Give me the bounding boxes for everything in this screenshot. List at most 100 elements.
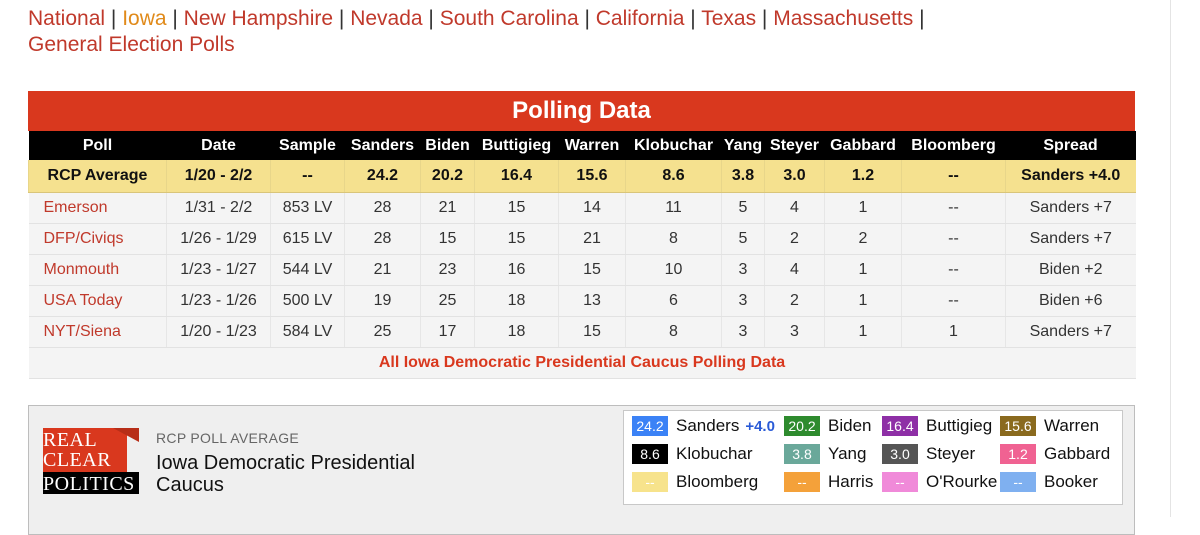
- rcp-average-label: RCP POLL AVERAGE: [156, 430, 300, 446]
- table-cell: 615 LV: [270, 223, 345, 255]
- table-cell: 584 LV: [270, 316, 345, 348]
- state-nav: National | Iowa | New Hampshire | Nevada…: [28, 6, 1028, 58]
- rcp-average-box: REAL CLEAR POLITICS RCP POLL AVERAGE Iow…: [28, 405, 1135, 535]
- table-cell: 15: [474, 223, 559, 255]
- table-row: NYT/Siena 1/20 - 1/23 584 LV 25 17 18 15 8 3 3 1 1 S…: [28, 316, 1136, 348]
- legend-item[interactable]: 1.2 Gabbard: [1000, 443, 1110, 465]
- poll-name-cell: RCP Average: [28, 160, 167, 193]
- state-nav-link[interactable]: Massachusetts: [773, 7, 914, 30]
- table-row: Emerson 1/31 - 2/2 853 LV 28 21 15 14 11 5 4 1 -- Sa…: [28, 192, 1136, 224]
- table-cell: 3.0: [764, 160, 825, 193]
- table-cell: 1/20 - 2/2: [166, 160, 271, 193]
- table-cell: Biden +6: [1005, 285, 1136, 317]
- candidate-legend: 24.2 Sanders +4.0 20.2 Biden 16.4 Buttigieg 15.…: [623, 410, 1123, 505]
- polling-data-title: Polling Data: [28, 91, 1135, 131]
- table-cell: 1: [824, 316, 902, 348]
- poll-name-cell[interactable]: NYT/Siena: [28, 316, 167, 348]
- table-cell: 16: [474, 254, 559, 286]
- table-cell: 15.6: [558, 160, 626, 193]
- table-row: USA Today 1/23 - 1/26 500 LV 19 25 18 13 6 3 2 1 --…: [28, 285, 1136, 317]
- legend-candidate-name: Sanders: [676, 416, 740, 435]
- legend-value-chip: 8.6: [632, 444, 668, 464]
- table-cell: 15: [420, 223, 475, 255]
- state-nav-separator: |: [333, 7, 351, 30]
- state-nav-separator: |: [105, 7, 123, 30]
- legend-item[interactable]: 24.2 Sanders +4.0: [632, 415, 775, 437]
- column-header: Sample: [270, 131, 345, 160]
- state-nav-link[interactable]: California: [595, 7, 685, 30]
- table-cell: --: [901, 285, 1006, 317]
- table-cell: 18: [474, 285, 559, 317]
- table-cell: 5: [721, 192, 765, 224]
- table-cell: 2: [764, 285, 825, 317]
- all-polling-data-link[interactable]: All Iowa Democratic Presidential Caucus …: [28, 347, 1136, 379]
- legend-value-chip: 15.6: [1000, 416, 1036, 436]
- state-nav-link[interactable]: Texas: [701, 7, 757, 30]
- legend-candidate-name: Gabbard: [1044, 444, 1111, 463]
- table-cell: 14: [558, 192, 626, 224]
- state-nav-link[interactable]: New Hampshire: [183, 7, 334, 30]
- rcp-logo[interactable]: REAL CLEAR POLITICS: [43, 428, 139, 494]
- legend-item[interactable]: 16.4 Buttigieg: [882, 415, 992, 437]
- table-cell: 6: [625, 285, 722, 317]
- legend-value-chip: 3.8: [784, 444, 820, 464]
- legend-item[interactable]: 20.2 Biden: [784, 415, 871, 437]
- column-header: Gabbard: [824, 131, 902, 160]
- column-header: Klobuchar: [625, 131, 722, 160]
- page-right-border: [1170, 0, 1171, 517]
- legend-value-chip: 3.0: [882, 444, 918, 464]
- state-nav-link[interactable]: Nevada: [350, 7, 423, 30]
- legend-item[interactable]: -- Booker: [1000, 471, 1098, 493]
- rcp-average-title[interactable]: Iowa Democratic Presidential Caucus: [156, 452, 415, 496]
- legend-item[interactable]: 3.8 Yang: [784, 443, 866, 465]
- table-cell: --: [270, 160, 345, 193]
- column-header: Yang: [721, 131, 765, 160]
- table-cell: 1: [824, 254, 902, 286]
- table-cell: 1: [824, 192, 902, 224]
- poll-name-cell[interactable]: USA Today: [28, 285, 167, 317]
- state-nav-link[interactable]: South Carolina: [439, 7, 579, 30]
- table-cell: 2: [764, 223, 825, 255]
- legend-value-chip: 1.2: [1000, 444, 1036, 464]
- table-cell: 18: [474, 316, 559, 348]
- state-nav-separator: |: [913, 7, 925, 30]
- legend-candidate-name: Buttigieg: [926, 416, 993, 435]
- table-cell: 3: [721, 254, 765, 286]
- poll-name-cell[interactable]: Monmouth: [28, 254, 167, 286]
- legend-candidate-name: Booker: [1044, 472, 1098, 491]
- poll-name-cell[interactable]: Emerson: [28, 192, 167, 224]
- state-nav-link[interactable]: Iowa: [122, 7, 167, 30]
- table-cell: 21: [344, 254, 421, 286]
- table-row: Monmouth 1/23 - 1/27 544 LV 21 23 16 15 10 3 4 1 --…: [28, 254, 1136, 286]
- table-cell: 8: [625, 316, 722, 348]
- state-nav-link[interactable]: National: [28, 7, 106, 30]
- table-cell: 21: [420, 192, 475, 224]
- column-header: Warren: [558, 131, 626, 160]
- table-cell: 500 LV: [270, 285, 345, 317]
- legend-item[interactable]: -- O'Rourke: [882, 471, 997, 493]
- logo-line-3: POLITICS: [43, 473, 135, 495]
- table-cell: 20.2: [420, 160, 475, 193]
- table-cell: --: [901, 160, 1006, 193]
- legend-item[interactable]: 3.0 Steyer: [882, 443, 975, 465]
- table-cell: 15: [558, 254, 626, 286]
- table-cell: 5: [721, 223, 765, 255]
- legend-item[interactable]: -- Harris: [784, 471, 873, 493]
- state-nav-link[interactable]: General Election Polls: [28, 33, 235, 56]
- rcp-average-row: RCP Average 1/20 - 2/2 -- 24.2 20.2 16.4 15.6 8…: [28, 160, 1136, 193]
- table-cell: 17: [420, 316, 475, 348]
- legend-item[interactable]: -- Bloomberg: [632, 471, 758, 493]
- table-cell: --: [901, 192, 1006, 224]
- table-cell: 3: [721, 285, 765, 317]
- column-header: Biden: [420, 131, 475, 160]
- table-cell: 28: [344, 223, 421, 255]
- legend-candidate-name: Warren: [1044, 416, 1100, 435]
- state-nav-separator: |: [578, 7, 596, 30]
- table-cell: 1/23 - 1/26: [166, 285, 271, 317]
- legend-candidate-name: Bloomberg: [676, 472, 759, 491]
- legend-item[interactable]: 15.6 Warren: [1000, 415, 1099, 437]
- polling-table-header: Poll Date Sample Sanders Biden Buttigieg Warre…: [28, 131, 1136, 160]
- poll-name-cell[interactable]: DFP/Civiqs: [28, 223, 167, 255]
- column-header: Buttigieg: [474, 131, 559, 160]
- legend-item[interactable]: 8.6 Klobuchar: [632, 443, 753, 465]
